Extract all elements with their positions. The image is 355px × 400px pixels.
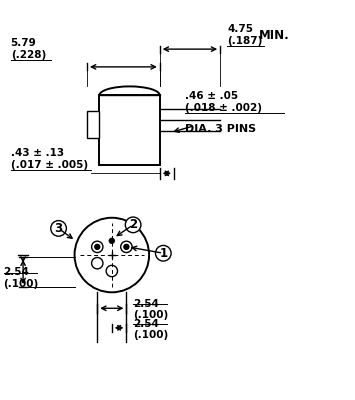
Text: DIA. 3 PINS: DIA. 3 PINS bbox=[185, 124, 256, 134]
Text: MIN.: MIN. bbox=[259, 29, 290, 42]
Circle shape bbox=[124, 244, 129, 249]
Text: 2.54
(.100): 2.54 (.100) bbox=[133, 319, 168, 340]
Text: .43 ± .13
(.017 ± .005): .43 ± .13 (.017 ± .005) bbox=[11, 148, 88, 170]
Text: 4.75
(.187): 4.75 (.187) bbox=[227, 24, 263, 46]
Circle shape bbox=[109, 238, 114, 243]
Text: .46 ± .05
(.018 ± .002): .46 ± .05 (.018 ± .002) bbox=[185, 92, 262, 113]
Circle shape bbox=[95, 244, 100, 249]
Bar bbox=[87, 111, 99, 138]
Circle shape bbox=[92, 241, 103, 252]
Text: 5.79
(.228): 5.79 (.228) bbox=[11, 38, 46, 60]
Text: 2.54
(.100): 2.54 (.100) bbox=[4, 267, 39, 289]
Text: 2.54
(.100): 2.54 (.100) bbox=[133, 298, 168, 320]
Circle shape bbox=[125, 217, 141, 233]
Circle shape bbox=[92, 258, 103, 269]
Circle shape bbox=[75, 218, 149, 292]
Circle shape bbox=[106, 265, 118, 277]
Text: 2: 2 bbox=[129, 218, 137, 231]
Text: 3: 3 bbox=[55, 222, 62, 235]
Circle shape bbox=[51, 220, 66, 236]
Text: 1: 1 bbox=[159, 247, 167, 260]
Circle shape bbox=[155, 246, 171, 261]
Circle shape bbox=[121, 241, 132, 252]
Bar bbox=[99, 95, 160, 164]
